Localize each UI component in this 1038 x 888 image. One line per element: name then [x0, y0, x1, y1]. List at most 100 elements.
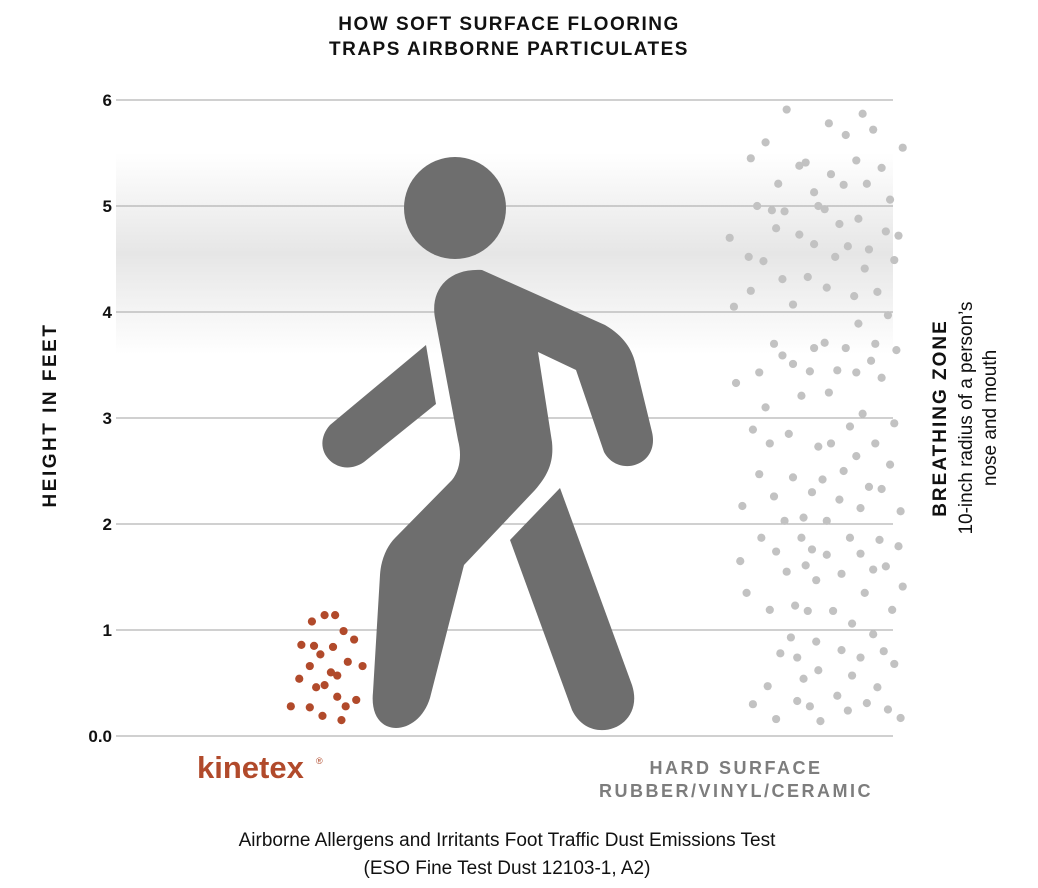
hard-surface-particle-68: [820, 338, 829, 347]
hard-surface-particle-104: [858, 409, 867, 418]
hard-surface-particle-83: [837, 646, 846, 655]
hard-surface-particle-128: [885, 460, 895, 469]
walking-person-icon: [322, 157, 654, 731]
hard-surface-particle-0: [725, 233, 734, 242]
breathing-zone-desc-line-1: 10-inch radius of a person’s: [956, 301, 977, 534]
hard-surface-particle-16: [761, 403, 770, 412]
y-tick-label-2: 2: [103, 515, 112, 534]
kinetex-particle-20: [343, 657, 352, 666]
hard-surface-particle-74: [826, 439, 836, 448]
y-tick-label-0: 0.0: [88, 727, 112, 746]
hard-surface-particle-52: [803, 606, 812, 616]
chart-title: HOW SOFT SURFACE FLOORING TRAPS AIRBORNE…: [329, 14, 687, 60]
hard-surface-particle-46: [797, 533, 806, 542]
hard-surface-particle-92: [847, 619, 857, 628]
hard-surface-particle-22: [769, 339, 779, 348]
hard-surface-particle-91: [845, 422, 855, 431]
hard-surface-particle-24: [772, 224, 781, 233]
kinetex-particle-7: [312, 683, 321, 692]
hard-surface-particle-67: [820, 205, 829, 214]
hard-surface-particle-80: [835, 219, 844, 229]
hard-surface-particle-58: [810, 240, 819, 249]
hard-surface-particle-10: [748, 700, 758, 709]
hard-surface-particle-102: [856, 504, 865, 513]
hard-surface-particle-21: [767, 206, 777, 215]
hard-surface-particle-15: [759, 257, 768, 266]
hard-surface-particle-110: [864, 482, 874, 491]
hard-surface-particle-76: [828, 606, 838, 616]
hard-surface-particle-7: [746, 154, 755, 163]
hard-surface-particle-115: [871, 339, 880, 348]
hard-surface-particle-47: [799, 513, 808, 522]
hard-surface-particle-18: [763, 682, 772, 691]
kinetex-particle-1: [295, 674, 304, 683]
hard-surface-particle-70: [822, 550, 831, 559]
hard-surface-particle-63: [814, 666, 823, 675]
y-axis-title: HEIGHT IN FEET: [40, 323, 61, 508]
hard-surface-particle-86: [841, 130, 850, 140]
hard-surface-particle-20: [765, 605, 774, 614]
hard-surface-particle-53: [805, 367, 814, 376]
hard-surface-particle-11: [753, 201, 762, 211]
kinetex-particle-21: [350, 635, 359, 644]
breathing-zone-label: BREATHING ZONE 10-inch radius of a perso…: [930, 301, 1001, 534]
hard-surface-particle-28: [776, 649, 785, 658]
hard-surface-particle-121: [877, 484, 886, 494]
hard-surface-particle-3: [736, 557, 745, 566]
hard-surface-particle-136: [894, 231, 903, 240]
hard-surface-label-line-2: RUBBER/VINYL/CERAMIC: [599, 781, 873, 801]
hard-surface-particle-96: [852, 452, 861, 461]
hard-surface-particle-39: [788, 473, 798, 482]
hard-surface-particle-108: [862, 699, 871, 708]
hard-surface-particle-5: [742, 588, 751, 598]
hard-surface-particle-33: [782, 567, 791, 576]
kinetex-particle-18: [339, 626, 348, 636]
hard-surface-particle-124: [881, 227, 890, 236]
kinetex-particles: [286, 611, 367, 725]
kinetex-particle-0: [286, 702, 295, 711]
hard-surface-particle-61: [812, 576, 821, 585]
hard-surface-particle-135: [894, 542, 903, 551]
hard-surface-particle-138: [896, 507, 905, 516]
kinetex-logo: kinetex ®: [197, 750, 323, 785]
hard-surface-particle-131: [890, 255, 899, 265]
hard-surface-particle-106: [860, 588, 869, 598]
hard-surface-particle-29: [778, 351, 787, 360]
hard-surface-particle-56: [807, 545, 817, 554]
hard-surface-particle-35: [784, 429, 793, 438]
hard-surface-particle-34: [782, 105, 791, 114]
kinetex-particle-13: [328, 642, 338, 652]
hard-surface-particle-59: [810, 343, 819, 353]
hard-surface-particle-51: [803, 272, 812, 282]
hard-surface-particle-109: [864, 245, 874, 254]
hard-surface-particle-137: [896, 713, 905, 723]
hard-surface-particle-130: [888, 605, 897, 614]
hard-surface-particle-95: [852, 368, 861, 377]
hard-surface-particle-54: [805, 702, 814, 711]
hard-surface-particle-122: [877, 373, 886, 382]
kinetex-particle-10: [320, 681, 329, 690]
hard-surface-particle-120: [877, 163, 886, 172]
hard-surface-particle-88: [843, 242, 852, 251]
hard-surface-particle-45: [797, 391, 806, 400]
hard-surface-particle-55: [807, 488, 817, 497]
hard-surface-particle-90: [845, 533, 855, 542]
hard-surface-particle-133: [890, 419, 899, 428]
hard-surface-particle-100: [856, 653, 865, 662]
hard-surface-particle-42: [793, 653, 802, 662]
y-tick-label-4: 4: [103, 303, 113, 322]
hard-surface-particle-12: [755, 470, 764, 479]
hard-surface-particles: [725, 105, 907, 726]
kinetex-particle-22: [352, 695, 361, 705]
hard-surface-particle-26: [772, 714, 781, 724]
hard-surface-particle-30: [778, 275, 787, 284]
kinetex-particle-14: [331, 611, 340, 620]
y-tick-label-3: 3: [103, 409, 112, 428]
caption-line-2: (ESO Fine Test Dust 12103-1, A2): [364, 858, 651, 879]
hard-surface-particle-77: [831, 252, 840, 261]
figure-back-arm: [322, 345, 436, 468]
hard-surface-particle-89: [843, 706, 852, 715]
kinetex-particle-17: [337, 716, 346, 725]
breathing-zone-desc-line-2: nose and mouth: [980, 350, 1001, 486]
hard-surface-particle-139: [898, 143, 907, 152]
